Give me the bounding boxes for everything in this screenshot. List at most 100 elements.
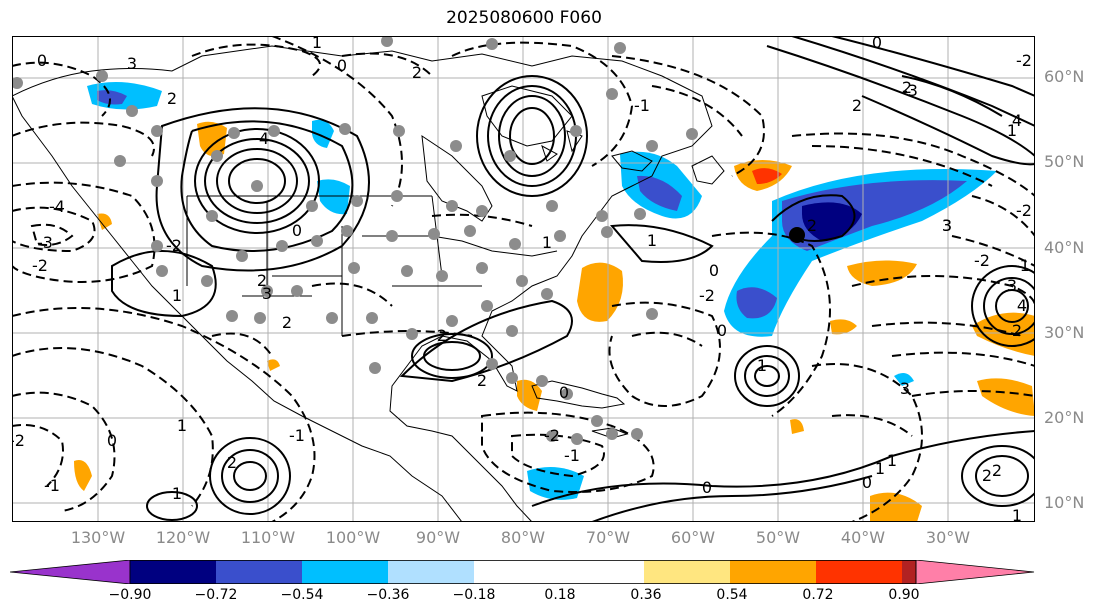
contour-label: 1 [312, 36, 322, 52]
lon-label: 80°W [500, 528, 546, 547]
map-title: 2025080600 F060 [446, 8, 602, 28]
contour-label: 1 [875, 459, 885, 478]
contour-lines [12, 36, 1035, 522]
contour-label: 0 [717, 321, 727, 340]
contour-label: 2 [852, 96, 862, 115]
contour-label: -1 [564, 446, 580, 465]
lon-label: 100°W [325, 528, 381, 547]
contour-label: 2 [437, 326, 447, 345]
shaded-anomalies [74, 82, 1035, 522]
contour-label: -1 [634, 96, 650, 115]
contour-label: -1 [44, 476, 60, 495]
lat-label: 60°N [1044, 67, 1085, 86]
station-dots [12, 36, 698, 445]
contour-label: 1 [887, 451, 897, 470]
lat-label: 40°N [1044, 238, 1085, 257]
lon-label: 130°W [70, 528, 126, 547]
lat-label: 50°N [1044, 152, 1085, 171]
contour-label: 1 [1007, 121, 1017, 140]
contour-label: -2 [699, 286, 715, 305]
contour-label: -2 [544, 426, 560, 445]
colorbar-bin [474, 560, 644, 584]
lon-label: 50°W [755, 528, 801, 547]
contour-label: 2 [257, 271, 267, 290]
contour-label: 1 [647, 231, 657, 250]
contour-label: 4 [1017, 296, 1027, 315]
colorbar-tick: 0.18 [544, 587, 576, 603]
contour-label: 2 [167, 89, 177, 108]
colorbar-bin [302, 560, 388, 584]
contour-label: 2 [477, 371, 487, 390]
contour-label: 0 [559, 383, 569, 402]
contour-label: 4 [259, 129, 269, 148]
colorbar-tick: −0.72 [194, 587, 238, 603]
colorbar-tick: 0.36 [630, 587, 662, 603]
graticule [12, 36, 1035, 522]
contour-label: 1 [177, 416, 187, 435]
contour-label: 2 [227, 453, 237, 472]
colorbar-tick: −0.18 [452, 587, 496, 603]
contour-label: 0 [709, 261, 719, 280]
colorbar-tick: −0.90 [108, 587, 152, 603]
lon-label: 30°W [925, 528, 971, 547]
contour-label: 2 [982, 466, 992, 485]
contour-label: -4 [49, 197, 65, 216]
contour-label: 2 [412, 63, 422, 82]
colorbar-bin [730, 560, 816, 584]
colorbar-bin [644, 560, 730, 584]
lon-label: 60°W [670, 528, 716, 547]
storm-center-marker [789, 227, 805, 243]
colorbar [10, 560, 1035, 584]
colorbar-tick: 0.54 [716, 587, 748, 603]
contour-label: 2 [992, 461, 1002, 480]
colorbar-under-triangle [10, 560, 131, 584]
map-panel: 1 3 2 4 2 0 -3 -2 -4 2 1 3 2 0 -1 0 -2 1… [12, 36, 1035, 522]
contour-label: 1 [1012, 506, 1022, 522]
contour-label: 1 [757, 356, 767, 375]
contour-label: 0 [337, 56, 347, 75]
colorbar-over-triangle [915, 560, 1035, 584]
colorbar-tick: −0.54 [280, 587, 324, 603]
lat-label: 30°N [1044, 323, 1085, 342]
contour-label: 0 [37, 51, 47, 70]
contour-label: 1 [542, 233, 552, 252]
contour-label: 3 [1007, 276, 1017, 295]
coastlines [12, 45, 725, 522]
contour-label: -2 [166, 236, 182, 255]
contour-label: 3 [127, 54, 137, 73]
colorbar-bin [130, 560, 216, 584]
contour-label: 3 [900, 379, 910, 398]
lon-label: 110°W [240, 528, 296, 547]
contour-label: 1 [172, 484, 182, 503]
contour-label: 0 [107, 431, 117, 450]
contour-label: -3 [37, 233, 53, 252]
contour-label: -2 [1016, 201, 1032, 220]
contour-label: 2 [807, 216, 817, 235]
contour-label: 3 [942, 216, 952, 235]
contour-label: 2 [282, 313, 292, 332]
contour-label: 3 [262, 284, 272, 303]
lon-label: 70°W [585, 528, 631, 547]
colorbar-tick: −0.36 [366, 587, 410, 603]
contour-label: 2 [902, 78, 912, 97]
contour-label: 2 [1012, 321, 1022, 340]
lat-label: 10°N [1044, 493, 1085, 512]
lon-label: 120°W [155, 528, 211, 547]
colorbar-tick: 0.72 [802, 587, 834, 603]
colorbar-bin [816, 560, 902, 584]
contour-label: -1 [1014, 256, 1030, 275]
lat-label: 20°N [1044, 408, 1085, 427]
colorbar-bin [388, 560, 474, 584]
contour-label: 4 [1012, 111, 1022, 130]
colorbar-bin [902, 560, 916, 584]
contour-label: 3 [942, 216, 952, 235]
contour-label: -1 [289, 426, 305, 445]
colorbar-bin [216, 560, 302, 584]
contour-label: -2 [12, 431, 25, 450]
lon-label: 90°W [415, 528, 461, 547]
colorbar-tick: 0.90 [888, 587, 920, 603]
contour-label: -2 [32, 256, 48, 275]
lon-label: 40°W [840, 528, 886, 547]
contour-label: 0 [872, 36, 882, 52]
contour-label: -3 [902, 81, 918, 100]
